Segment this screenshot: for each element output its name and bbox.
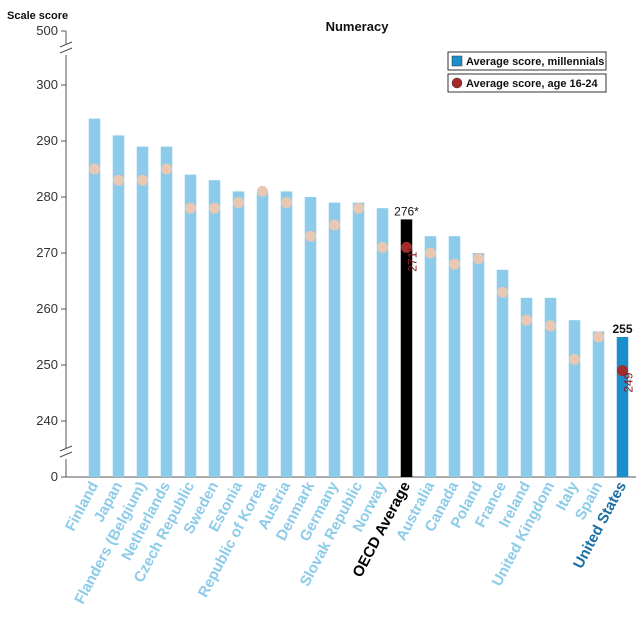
dot-norway xyxy=(377,241,388,253)
y-tick-290: 290 xyxy=(36,133,58,148)
axis-break-mark-1a xyxy=(59,41,73,48)
dot-united-states xyxy=(617,365,628,377)
y-tick-top: 500 xyxy=(36,23,58,38)
legend-label-age-16-24: Average score, age 16-24 xyxy=(466,78,599,90)
legend-label-millennials: Average score, millennials xyxy=(466,56,604,68)
dot-austria xyxy=(281,197,292,209)
chart-title: Numeracy xyxy=(326,19,390,34)
bar-oecd-average xyxy=(400,219,413,477)
y-axis-title: Scale score xyxy=(7,10,68,22)
data-labels-layer: 276* 271* 255 249 xyxy=(394,204,635,392)
y-tick-260: 260 xyxy=(36,301,58,316)
bar-austria xyxy=(280,191,293,477)
bar-republic-of-korea xyxy=(256,191,269,477)
dot-ireland xyxy=(521,314,532,326)
bar-spain xyxy=(592,331,605,477)
dot-value-label-oecd-average: 271* xyxy=(406,247,420,272)
dot-value-label-united-states: 249 xyxy=(622,372,636,392)
dot-united-kingdom xyxy=(545,320,556,332)
bar-slovak-republic xyxy=(352,202,365,477)
dot-republic-of-korea xyxy=(257,185,268,197)
bar-germany xyxy=(328,202,341,477)
axis-break-mark-1b xyxy=(59,47,73,54)
dot-poland xyxy=(473,253,484,265)
dot-estonia xyxy=(233,197,244,209)
dot-germany xyxy=(329,219,340,231)
dot-japan xyxy=(113,174,124,186)
y-tick-270: 270 xyxy=(36,245,58,260)
bar-australia xyxy=(424,236,437,477)
y-axis: 500 240 250 260 270 280 290 300 0 xyxy=(36,23,636,484)
axis-break-mark-2a xyxy=(59,445,73,452)
bar-denmark xyxy=(304,197,317,477)
bar-czech-republic xyxy=(184,174,197,477)
bars-layer xyxy=(88,118,629,477)
legend-box-2 xyxy=(447,73,607,93)
bar-flanders-belgium xyxy=(136,146,149,477)
dot-australia xyxy=(425,247,436,259)
y-tick-250: 250 xyxy=(36,357,58,372)
bar-estonia xyxy=(232,191,245,477)
dot-spain xyxy=(593,331,604,343)
bar-japan xyxy=(112,135,125,477)
axis-break-mark-2b xyxy=(59,451,73,458)
bar-united-states xyxy=(616,337,629,477)
bar-value-label-oecd-average: 276* xyxy=(394,204,419,218)
dot-denmark xyxy=(305,230,316,242)
dot-france xyxy=(497,286,508,298)
bar-poland xyxy=(472,253,485,477)
bar-united-kingdom xyxy=(544,297,557,477)
legend-swatch-millennials xyxy=(451,55,463,67)
bar-netherlands xyxy=(160,146,173,477)
bar-sweden xyxy=(208,180,221,477)
y-tick-300: 300 xyxy=(36,77,58,92)
bar-ireland xyxy=(520,297,533,477)
y-tick-240: 240 xyxy=(36,413,58,428)
dot-slovak-republic xyxy=(353,202,364,214)
bar-value-label-united-states: 255 xyxy=(612,322,632,336)
dot-oecd-average xyxy=(401,241,412,253)
legend-swatch-age-16-24 xyxy=(451,77,463,89)
y-tick-280: 280 xyxy=(36,189,58,204)
dot-finland xyxy=(89,163,100,175)
bar-norway xyxy=(376,208,389,477)
dot-sweden xyxy=(209,202,220,214)
bar-finland xyxy=(88,118,101,477)
dot-flanders-belgium xyxy=(137,174,148,186)
bar-canada xyxy=(448,236,461,477)
bar-france xyxy=(496,269,509,477)
dots-layer xyxy=(89,163,628,377)
dot-netherlands xyxy=(161,163,172,175)
y-tick-bottom: 0 xyxy=(51,469,58,484)
legend-box-1 xyxy=(447,51,607,71)
dot-italy xyxy=(569,353,580,365)
legend: Average score, millennials Average score… xyxy=(447,51,607,93)
bar-italy xyxy=(568,320,581,477)
dot-canada xyxy=(449,258,460,270)
dot-czech-republic xyxy=(185,202,196,214)
